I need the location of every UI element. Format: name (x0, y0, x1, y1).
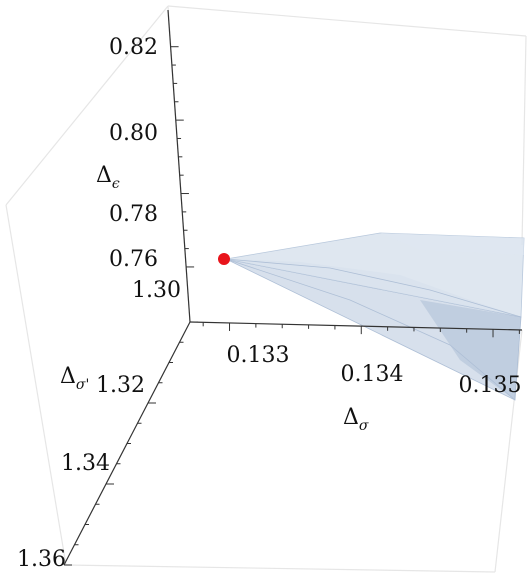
z-axis-label: Δϵ (96, 163, 120, 192)
z-tick-label: 0.76 (109, 247, 158, 272)
y-tick-label: 1.34 (61, 451, 110, 476)
y-tick-label: 1.32 (96, 373, 145, 398)
z-tick-label: 0.78 (109, 202, 158, 227)
z-tick-label: 0.82 (109, 35, 158, 60)
z-tick-label: 0.80 (109, 121, 158, 146)
y-tick-label: 1.30 (132, 278, 181, 303)
z-axis-line (167, 9, 191, 323)
x-axis-label: Δσ (343, 405, 369, 434)
x-tick-label: 0.134 (341, 362, 404, 387)
axis-ticks (64, 46, 520, 566)
data-point (218, 253, 230, 265)
y-axis-label: Δσ' (60, 364, 89, 393)
y-tick-label: 1.36 (17, 547, 66, 572)
x-tick-label: 0.133 (227, 343, 290, 368)
allowed-region (225, 232, 525, 401)
x-tick-label: 0.135 (459, 373, 522, 398)
